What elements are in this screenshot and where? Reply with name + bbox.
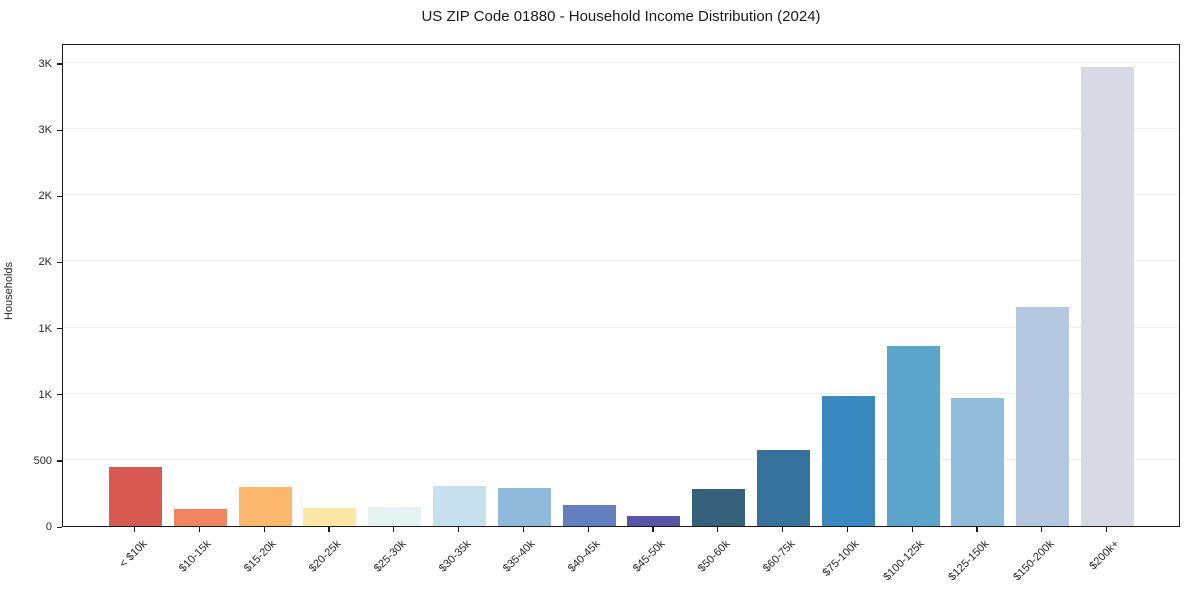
- y-tick-mark: [57, 460, 62, 462]
- y-tick-label: 1K: [38, 322, 52, 335]
- x-tick-mark: [911, 527, 913, 532]
- x-tick-label: $100-125k: [881, 538, 927, 584]
- bar-15-20k: [238, 486, 292, 526]
- x-tick-label: $40-45k: [565, 538, 603, 575]
- x-tick-mark: [717, 527, 719, 532]
- plot-area: [62, 44, 1180, 527]
- bar-45-50k: [627, 515, 681, 526]
- x-tick-label: $60-75k: [760, 538, 797, 575]
- gridline: [63, 392, 1179, 394]
- x-tick-mark: [134, 527, 136, 532]
- y-tick-label: 2K: [38, 190, 52, 203]
- y-tick-label: 500: [33, 454, 52, 467]
- x-tick-mark: [1106, 527, 1108, 532]
- bar-10k: [109, 467, 162, 526]
- bar-30-35k: [433, 486, 486, 526]
- gridline: [63, 128, 1179, 130]
- x-tick-label: $20-25k: [306, 538, 344, 575]
- bar-25-30k: [368, 507, 422, 526]
- gridline: [63, 61, 1179, 63]
- y-tick-label: 2K: [38, 256, 52, 269]
- gridline: [63, 260, 1179, 262]
- x-tick-mark: [198, 527, 201, 532]
- y-tick-label: 3K: [38, 124, 52, 136]
- x-tick-label: $45-50k: [630, 538, 668, 575]
- bar-100-125k: [886, 345, 940, 526]
- y-tick-mark: [57, 63, 62, 65]
- y-tick-label: 0: [45, 521, 52, 533]
- y-tick-label: 3K: [38, 57, 52, 70]
- x-tick-mark: [328, 527, 330, 532]
- x-tick-label: $75-100k: [820, 538, 862, 579]
- x-tick-label: $125-150k: [946, 538, 992, 584]
- y-tick-mark: [57, 328, 62, 330]
- x-tick-mark: [458, 527, 460, 532]
- chart-title: US ZIP Code 01880 - Household Income Dis…: [421, 8, 821, 25]
- x-tick-mark: [846, 527, 849, 532]
- x-tick-label: $200k+: [1086, 538, 1121, 573]
- gridline: [63, 194, 1179, 196]
- x-tick-mark: [1041, 527, 1043, 532]
- x-tick-mark: [587, 527, 589, 532]
- x-tick-label: $35-40k: [501, 538, 538, 575]
- y-tick-label: 1K: [38, 388, 52, 401]
- bar-40-45k: [562, 504, 616, 526]
- bar-35-40k: [497, 487, 551, 526]
- x-tick-label: < $10k: [116, 538, 149, 571]
- x-tick-mark: [976, 527, 978, 532]
- x-tick-mark: [393, 527, 395, 532]
- x-tick-mark: [522, 527, 525, 532]
- bar-150-200k: [1016, 307, 1070, 526]
- gridline: [63, 458, 1179, 460]
- x-tick-label: $50-60k: [695, 538, 733, 575]
- bar-75-100k: [821, 396, 875, 526]
- x-tick-mark: [263, 527, 265, 532]
- bar-50-60k: [692, 488, 746, 526]
- y-tick-mark: [57, 129, 62, 131]
- bar-125-150k: [951, 397, 1005, 526]
- x-tick-label: $150-200k: [1010, 538, 1057, 584]
- y-tick-mark: [57, 261, 62, 264]
- x-tick-mark: [652, 527, 654, 532]
- x-tick-label: $15-20k: [241, 538, 279, 575]
- gridline: [63, 326, 1179, 328]
- x-tick-label: $10-15k: [177, 538, 214, 575]
- y-tick-mark: [57, 526, 62, 528]
- x-tick-label: $30-35k: [436, 538, 473, 575]
- bar-60-75k: [757, 449, 810, 526]
- bar-10-15k: [173, 508, 227, 526]
- y-tick-mark: [57, 394, 62, 396]
- bar-20-25k: [303, 508, 357, 526]
- y-tick-mark: [57, 195, 62, 197]
- bar-200k: [1081, 67, 1134, 526]
- x-tick-mark: [782, 527, 784, 532]
- x-tick-label: $25-30k: [371, 538, 409, 575]
